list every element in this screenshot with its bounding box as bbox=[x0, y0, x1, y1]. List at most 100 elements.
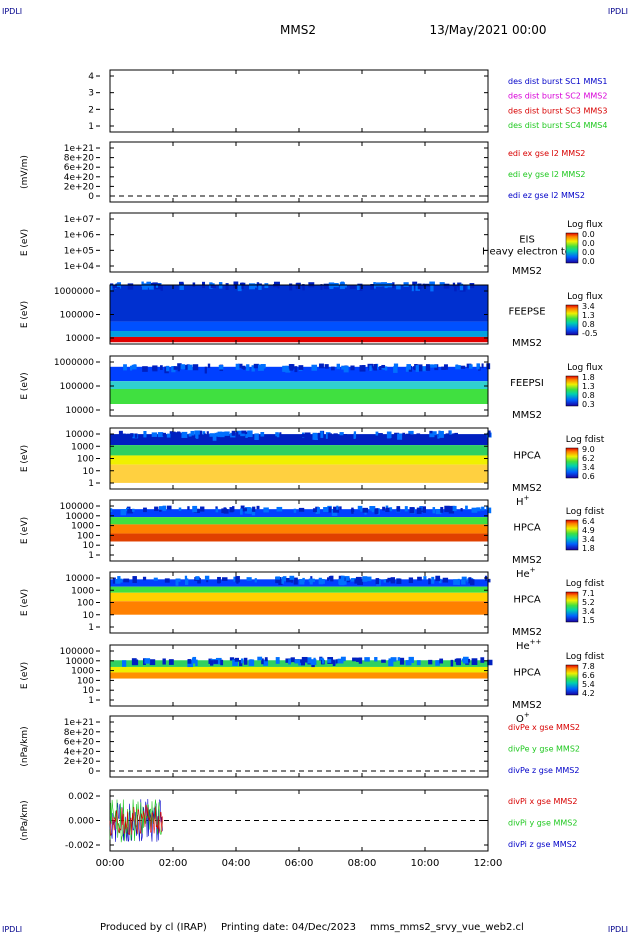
spectrogram-speck bbox=[355, 576, 362, 581]
spectrogram-speck bbox=[405, 433, 411, 438]
spectrogram-speck bbox=[321, 658, 325, 664]
spectrogram-speck bbox=[175, 578, 179, 586]
spectrogram-speck bbox=[463, 656, 469, 664]
spectrogram-band bbox=[110, 524, 488, 534]
spectrogram-speck bbox=[317, 432, 321, 439]
colorbar-tick-label: 6.4 bbox=[582, 517, 595, 526]
colorbar-title: Log fdist bbox=[566, 507, 605, 517]
spectrogram-speck bbox=[408, 430, 414, 435]
spectrogram-speck bbox=[192, 364, 199, 371]
x-tick-label: 00:00 bbox=[96, 858, 125, 869]
spectrogram-speck bbox=[235, 576, 240, 583]
spectrogram-speck bbox=[203, 433, 207, 441]
spectrogram-speck bbox=[309, 578, 313, 585]
spectrogram-speck bbox=[234, 657, 240, 662]
x-tick-label: 06:00 bbox=[285, 858, 314, 869]
spectrogram-speck bbox=[357, 505, 363, 510]
spectrogram-speck bbox=[386, 431, 392, 438]
spectrogram-speck bbox=[243, 657, 248, 665]
instrument-label: HPCA bbox=[513, 523, 541, 534]
spectrogram-speck bbox=[384, 366, 388, 371]
spectrogram-speck bbox=[435, 660, 441, 666]
spectrogram-speck bbox=[289, 575, 295, 580]
x-tick-label: 10:00 bbox=[411, 858, 440, 869]
spectrogram-speck bbox=[213, 660, 218, 664]
x-tick-label: 02:00 bbox=[159, 858, 188, 869]
spectrogram-speck bbox=[396, 506, 401, 512]
spectrogram-speck bbox=[232, 659, 238, 666]
spectrogram-speck bbox=[360, 508, 363, 512]
spectrogram-speck bbox=[341, 365, 345, 370]
spectrogram-speck bbox=[143, 430, 147, 438]
spectrogram-speck bbox=[421, 366, 427, 372]
spectrogram-speck bbox=[192, 656, 197, 662]
spectrogram-band bbox=[110, 434, 488, 446]
spectrogram-speck bbox=[290, 364, 294, 371]
spectrogram-speck bbox=[175, 432, 181, 437]
y-axis-label: (nPa/km) bbox=[20, 800, 30, 840]
y-tick-label: -0.002 bbox=[65, 841, 94, 851]
spectrogram-speck bbox=[329, 283, 334, 290]
spectrogram-speck bbox=[294, 659, 301, 664]
spectrogram-speck bbox=[394, 432, 400, 439]
spectrogram-speck bbox=[387, 577, 393, 582]
spectrogram-speck bbox=[452, 505, 457, 512]
spectrogram-speck bbox=[432, 364, 438, 368]
spectrogram-speck bbox=[218, 365, 224, 370]
spectrogram-speck bbox=[298, 660, 303, 666]
spectrogram-speck bbox=[388, 658, 393, 666]
spectrogram-speck bbox=[467, 284, 471, 290]
spectrogram-speck bbox=[166, 505, 172, 510]
spectrogram-speck bbox=[431, 576, 435, 584]
spectrogram-speck bbox=[320, 657, 324, 661]
spectrogram-speck bbox=[160, 284, 163, 291]
spectrogram-speck bbox=[314, 433, 318, 441]
spectrogram-speck bbox=[241, 282, 244, 289]
trace-series-1 bbox=[109, 798, 163, 842]
spectrogram-speck bbox=[212, 434, 217, 441]
spectrogram-speck bbox=[263, 507, 269, 513]
spectrogram-speck bbox=[231, 430, 236, 436]
legend-entry: divPe x gse MMS2 bbox=[508, 723, 580, 732]
y-tick-label: 1000000 bbox=[54, 358, 94, 368]
spacecraft-label: MMS2 bbox=[512, 483, 542, 494]
spectrogram-speck bbox=[455, 365, 461, 370]
spectrogram-speck bbox=[332, 660, 336, 667]
spectrogram-speck bbox=[417, 576, 422, 581]
header-spacecraft: MMS2 bbox=[280, 23, 316, 37]
legend-entry: des dist burst SC3 MMS3 bbox=[508, 106, 607, 115]
spectrogram-speck bbox=[242, 365, 246, 370]
colorbar-tick-label: 0.0 bbox=[582, 248, 595, 257]
spectrogram-speck bbox=[350, 578, 357, 582]
spectrogram-speck bbox=[206, 431, 209, 437]
spectrogram-speck bbox=[487, 578, 491, 583]
spectrogram-speck bbox=[385, 579, 389, 583]
spectrogram-speck bbox=[457, 578, 460, 586]
spectrogram-speck bbox=[221, 577, 228, 581]
spectrogram-speck bbox=[141, 281, 144, 287]
spectrogram-speck bbox=[416, 660, 421, 666]
spectrogram-speck bbox=[459, 283, 464, 291]
legend-entry: divPi z gse MMS2 bbox=[508, 840, 577, 849]
y-axis-label: E (eV) bbox=[20, 517, 30, 544]
spectrogram-speck bbox=[192, 505, 198, 513]
spectrogram-6 bbox=[110, 430, 492, 483]
spectrogram-speck bbox=[294, 366, 298, 373]
spectrogram-speck bbox=[181, 431, 188, 438]
spectrogram-speck bbox=[449, 430, 452, 435]
spectrogram-speck bbox=[262, 659, 269, 666]
spectrogram-speck bbox=[130, 433, 134, 437]
spectrogram-speck bbox=[454, 658, 457, 662]
spectrogram-speck bbox=[343, 365, 349, 373]
colorbar bbox=[565, 447, 579, 479]
spacecraft-label: MMS2 bbox=[512, 555, 542, 566]
colorbar-tick-label: 9.0 bbox=[582, 445, 595, 454]
spectrogram-band bbox=[110, 579, 488, 587]
spectrogram-speck bbox=[240, 431, 245, 437]
spectrogram-speck bbox=[247, 507, 252, 514]
spectrogram-speck bbox=[356, 657, 361, 663]
footer-printing-date: Printing date: 04/Dec/2023 bbox=[221, 922, 356, 933]
colorbar-tick-label: 1.3 bbox=[582, 382, 595, 391]
